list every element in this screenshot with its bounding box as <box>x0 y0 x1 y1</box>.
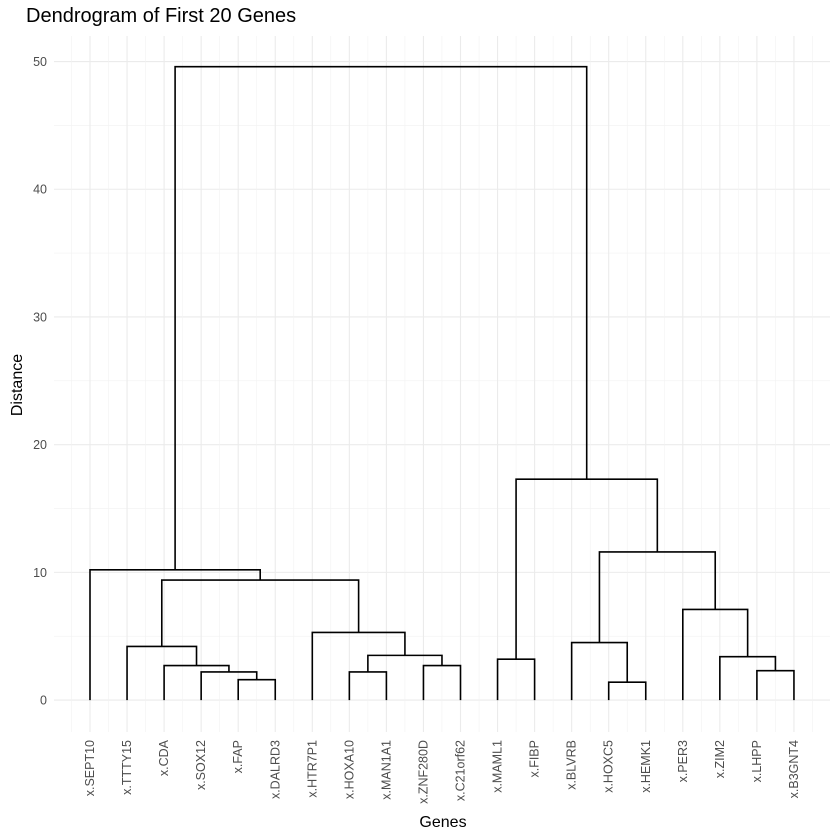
chart-title: Dendrogram of First 20 Genes <box>26 5 297 27</box>
y-tick-label: 50 <box>33 55 47 69</box>
x-axis-title: Genes <box>419 814 466 831</box>
y-tick-label: 40 <box>33 183 47 197</box>
x-tick-label: x.ZNF280D <box>416 740 430 804</box>
dendrogram-link <box>163 664 230 701</box>
x-tick-label: x.DALRD3 <box>268 740 282 799</box>
x-tick-label: x.SOX12 <box>194 740 208 790</box>
dendrogram-links <box>89 65 795 701</box>
dendrogram-link <box>570 641 629 701</box>
x-tick-label: x.TTTY15 <box>120 740 134 795</box>
dendrogram-link <box>422 664 462 701</box>
y-tick-label: 20 <box>33 438 47 452</box>
y-tick-label: 30 <box>33 310 47 324</box>
y-tick-labels: 0 10 20 30 40 50 <box>33 55 47 708</box>
x-tick-label: x.B3GNT4 <box>787 740 801 798</box>
x-tick-label: x.SEPT10 <box>83 740 97 796</box>
dendrogram-link <box>348 671 388 701</box>
x-tick-label: x.FIBP <box>528 740 542 778</box>
x-tick-label: x.FAP <box>231 740 245 773</box>
dendrogram-link <box>607 681 647 701</box>
dendrogram-link <box>311 631 406 701</box>
x-tick-label: x.HOXA10 <box>342 740 356 799</box>
dendrogram-link <box>756 669 795 701</box>
x-tick-label: x.MAN1A1 <box>379 740 393 800</box>
grid-layer <box>54 36 830 732</box>
dendrogram-link <box>682 608 749 701</box>
x-tick-label: x.HTR7P1 <box>305 740 319 798</box>
x-tick-label: x.HEMK1 <box>639 740 653 793</box>
dendrogram-link <box>598 551 717 643</box>
dendrogram-link <box>126 645 198 701</box>
dendrogram-link <box>719 655 777 701</box>
x-tick-label: x.ZIM2 <box>713 740 727 778</box>
x-tick-label: x.MAML1 <box>491 740 505 793</box>
dendrogram-link <box>515 478 659 660</box>
x-tick-labels: x.SEPT10 x.TTTY15 x.CDA x.SOX12 x.FAP x.DALRD… <box>83 739 801 804</box>
x-tick-label: x.HOXC5 <box>602 740 616 793</box>
dendrogram-link <box>89 569 261 701</box>
dendrogram-link <box>174 65 588 570</box>
y-axis-title: Distance <box>9 354 26 416</box>
dendrogram-link <box>200 671 258 701</box>
x-tick-label: x.LHPP <box>750 740 764 782</box>
x-tick-label: x.PER3 <box>676 740 690 782</box>
x-tick-label: x.CDA <box>157 739 171 776</box>
y-tick-label: 0 <box>40 694 47 708</box>
x-tick-label: x.BLVRB <box>565 740 579 790</box>
x-tick-label: x.C21orf62 <box>454 740 468 801</box>
y-tick-label: 10 <box>33 566 47 580</box>
